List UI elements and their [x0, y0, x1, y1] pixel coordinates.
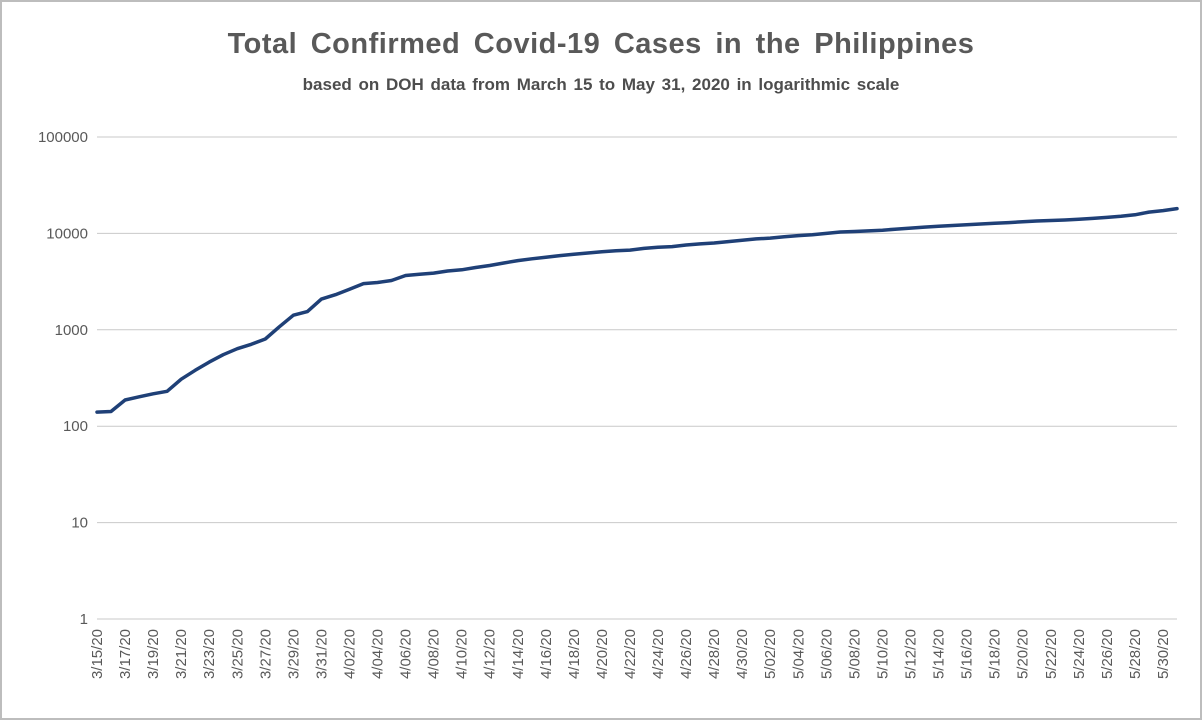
x-tick-label: 5/02/20	[762, 629, 779, 679]
series-line	[95, 206, 1179, 414]
x-tick-label: 4/12/20	[482, 629, 499, 679]
x-tick-label: 4/04/20	[370, 629, 387, 679]
x-tick-label: 3/23/20	[201, 629, 218, 679]
x-tick-label: 5/06/20	[818, 629, 835, 679]
x-tick-label: 4/14/20	[510, 629, 527, 679]
x-tick-label: 5/16/20	[959, 629, 976, 679]
x-tick-label: 4/10/20	[454, 629, 471, 679]
line-chart: 1 10 100 1000 10000 100000 3/15/20 3/17/20 3/19/…	[38, 129, 1179, 679]
x-tick-label: 5/30/20	[1155, 629, 1172, 679]
y-tick-label: 10	[71, 515, 88, 532]
y-tick-label: 100000	[38, 129, 88, 146]
x-tick-label: 5/28/20	[1127, 629, 1144, 679]
x-tick-label: 4/18/20	[566, 629, 583, 679]
x-tick-label: 3/21/20	[173, 629, 190, 679]
x-tick-label: 5/24/20	[1071, 629, 1088, 679]
x-tick-label: 4/06/20	[398, 629, 415, 679]
x-tick-label: 3/19/20	[145, 629, 162, 679]
x-tick-label: 3/15/20	[89, 629, 106, 679]
plot-area: 1 10 100 1000 10000 100000 3/15/20 3/17/20 3/19/…	[2, 112, 1200, 718]
x-tick-label: 5/08/20	[846, 629, 863, 679]
x-tick-label: 4/26/20	[678, 629, 695, 679]
y-tick-label: 1000	[55, 322, 88, 339]
x-tick-label: 5/14/20	[931, 629, 948, 679]
x-tick-label: 4/02/20	[342, 629, 359, 679]
x-tick-label: 3/31/20	[313, 629, 330, 679]
x-tick-label: 4/24/20	[650, 629, 667, 679]
x-tick-label: 4/22/20	[622, 629, 639, 679]
x-tick-label: 3/29/20	[285, 629, 302, 679]
x-tick-label: 5/20/20	[1015, 629, 1032, 679]
x-tick-label: 4/28/20	[706, 629, 723, 679]
x-tick-label: 4/30/20	[734, 629, 751, 679]
y-tick-label: 100	[63, 418, 88, 435]
chart-title: Total Confirmed Covid-19 Cases in the Ph…	[227, 28, 975, 60]
x-tick-label: 5/12/20	[903, 629, 920, 679]
x-tick-label: 3/25/20	[229, 629, 246, 679]
x-tick-label: 4/16/20	[538, 629, 555, 679]
chart-subtitle: based on DOH data from March 15 to May 3…	[302, 75, 900, 94]
x-tick-label: 5/04/20	[790, 629, 807, 679]
x-tick-label: 4/20/20	[594, 629, 611, 679]
y-tick-label: 10000	[46, 225, 88, 242]
x-tick-label: 5/10/20	[875, 629, 892, 679]
y-tick-label: 1	[80, 611, 88, 628]
x-tick-label: 3/17/20	[117, 629, 134, 679]
x-tick-label: 4/08/20	[426, 629, 443, 679]
x-tick-label: 5/22/20	[1043, 629, 1060, 679]
x-tick-label: 5/18/20	[987, 629, 1004, 679]
x-tick-label: 5/26/20	[1099, 629, 1116, 679]
x-tick-label: 3/27/20	[257, 629, 274, 679]
